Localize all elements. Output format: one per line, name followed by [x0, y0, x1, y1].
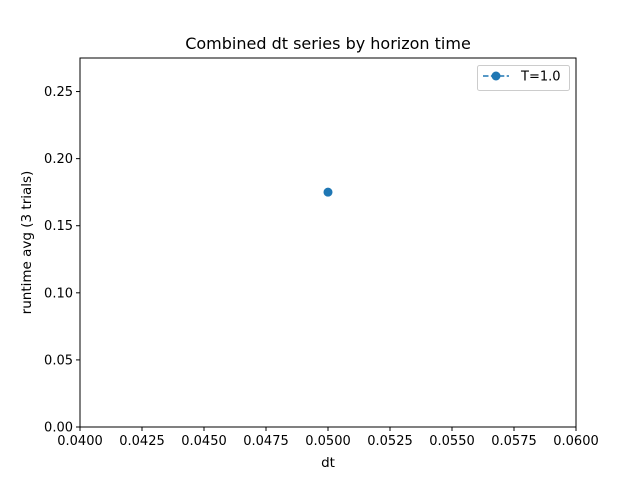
y-tick-label: 0.00: [44, 421, 73, 436]
x-tick-label: 0.0600: [553, 434, 599, 449]
plot-frame: [79, 57, 577, 428]
x-axis-ticks: 0.0400 0.0425 0.0450 0.0475 0.0500 0.0525 0.05…: [57, 427, 599, 449]
x-tick-label: 0.0425: [119, 434, 165, 449]
x-tick-label: 0.0475: [243, 434, 289, 449]
data-point: [323, 187, 333, 197]
y-axis-label: runtime avg (3 trials): [19, 171, 35, 315]
legend: T=1.0: [477, 65, 570, 91]
chart-title: Combined dt series by horizon time: [185, 34, 471, 53]
y-tick-label: 0.20: [44, 152, 73, 167]
y-tick-label: 0.15: [44, 219, 73, 234]
x-tick-label: 0.0525: [367, 434, 413, 449]
legend-marker: [491, 71, 501, 81]
series-layer: [323, 187, 333, 197]
x-axis-label: dt: [321, 455, 335, 471]
legend-label: T=1.0: [520, 70, 561, 85]
y-axis-ticks: 0.00 0.05 0.10 0.15 0.20 0.25: [44, 85, 80, 436]
x-tick-label: 0.0450: [181, 434, 227, 449]
x-tick-label: 0.0575: [491, 434, 537, 449]
y-tick-label: 0.25: [44, 85, 73, 100]
y-tick-label: 0.10: [44, 286, 73, 301]
x-tick-label: 0.0500: [305, 434, 351, 449]
plot-area: 0.0400 0.0425 0.0450 0.0475 0.0500 0.0525 0.05…: [44, 57, 599, 449]
x-tick-label: 0.0550: [429, 434, 475, 449]
y-tick-label: 0.05: [44, 353, 73, 368]
x-tick-label: 0.0400: [57, 434, 103, 449]
legend-box: [477, 65, 570, 91]
